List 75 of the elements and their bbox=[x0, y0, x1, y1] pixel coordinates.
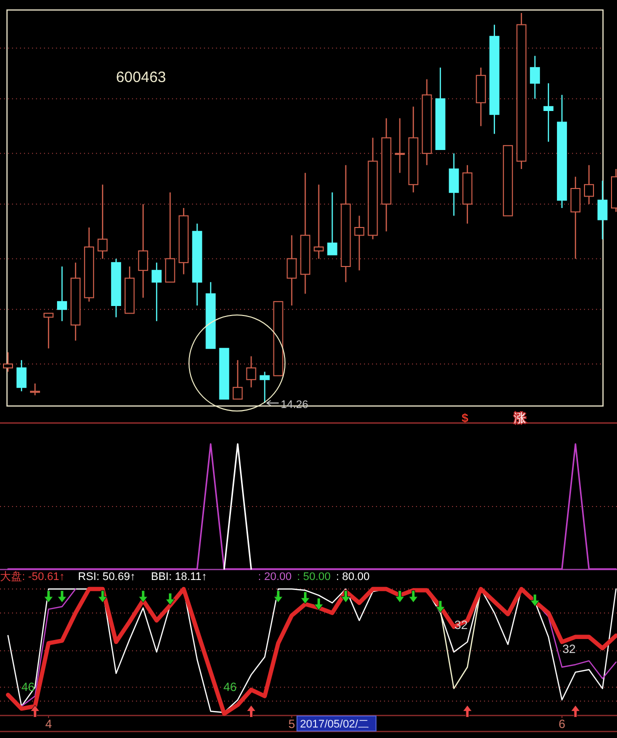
candlestick bbox=[111, 258, 122, 318]
annotation: 46 bbox=[223, 680, 237, 694]
text: 大盘: -50.61↑ bbox=[0, 570, 65, 583]
point bbox=[165, 592, 175, 606]
candlestick bbox=[300, 172, 310, 294]
candlestick bbox=[178, 207, 189, 275]
candlestick bbox=[408, 106, 418, 193]
text: : 80.00 bbox=[336, 571, 370, 583]
candlestick bbox=[192, 223, 202, 306]
point bbox=[436, 600, 446, 613]
annotation: 32 bbox=[562, 642, 576, 656]
candlestick bbox=[448, 152, 459, 216]
text: $ bbox=[462, 411, 469, 425]
point bbox=[44, 590, 54, 603]
text: 600463 bbox=[116, 69, 166, 86]
candlestick bbox=[314, 184, 324, 260]
candlestick bbox=[124, 266, 135, 314]
candlestick bbox=[327, 192, 338, 256]
point bbox=[395, 590, 405, 603]
point bbox=[530, 594, 540, 607]
candlestick bbox=[206, 282, 216, 349]
point bbox=[408, 590, 418, 603]
candlestick bbox=[44, 312, 54, 349]
candlestick bbox=[246, 356, 256, 388]
point bbox=[30, 704, 40, 718]
candlestick bbox=[476, 67, 486, 127]
candlestick bbox=[381, 118, 392, 232]
candlestick bbox=[530, 55, 540, 100]
text: 涨 bbox=[514, 411, 526, 425]
point bbox=[138, 590, 148, 603]
candlestick bbox=[516, 12, 526, 170]
candlestick bbox=[57, 266, 68, 322]
point bbox=[314, 598, 324, 610]
candlestick bbox=[138, 204, 148, 298]
candlestick bbox=[30, 382, 40, 396]
text: RSI: 50.69↑ bbox=[78, 571, 136, 583]
candlestick bbox=[570, 176, 580, 260]
candlestick bbox=[368, 137, 378, 240]
candlestick bbox=[98, 184, 108, 260]
candlestick bbox=[165, 192, 176, 283]
candlestick bbox=[435, 67, 446, 150]
point bbox=[341, 590, 351, 603]
candlestick bbox=[543, 82, 554, 142]
text: : 20.00 bbox=[258, 571, 292, 583]
text: 2017/05/02/二 bbox=[300, 718, 370, 730]
x-tick-label: 4 bbox=[45, 717, 52, 731]
candlestick bbox=[286, 234, 297, 306]
candlestick bbox=[340, 164, 351, 283]
candlestick bbox=[422, 78, 432, 166]
candlestick bbox=[70, 262, 81, 342]
annotation: 46 bbox=[21, 680, 35, 694]
point bbox=[462, 704, 472, 718]
candlestick bbox=[354, 215, 364, 271]
point bbox=[57, 590, 67, 603]
text: BBI: 18.11↑ bbox=[151, 571, 208, 583]
candlestick bbox=[556, 94, 567, 209]
x-tick-label: 6 bbox=[558, 717, 566, 731]
candlestick bbox=[260, 371, 270, 404]
text: : 50.00 bbox=[297, 571, 331, 583]
point bbox=[300, 592, 310, 604]
point bbox=[246, 704, 256, 718]
candlestick bbox=[84, 226, 94, 302]
candlestick bbox=[232, 360, 243, 400]
candlestick bbox=[16, 360, 27, 392]
point bbox=[570, 704, 580, 718]
candlestick bbox=[584, 164, 594, 205]
candlestick bbox=[462, 164, 472, 224]
x-tick-label: 5 bbox=[288, 717, 296, 731]
candlestick bbox=[3, 352, 13, 372]
candlestick bbox=[597, 180, 608, 240]
point bbox=[273, 590, 283, 603]
candlestick bbox=[152, 262, 162, 322]
candlestick bbox=[489, 24, 500, 134]
point bbox=[98, 590, 108, 603]
candlestick bbox=[394, 118, 405, 174]
